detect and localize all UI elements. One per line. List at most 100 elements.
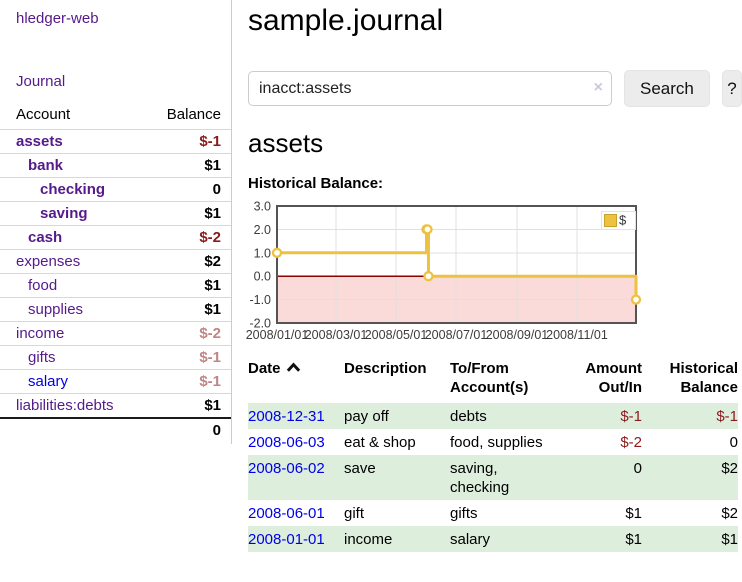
account-link-saving[interactable]: saving	[40, 205, 88, 222]
date-header-label: Date	[248, 360, 281, 377]
column-header-date[interactable]: Date	[248, 357, 344, 403]
transaction-accounts: debts	[450, 408, 487, 425]
transaction-balance: $2	[721, 460, 738, 477]
transaction-accounts: food, supplies	[450, 434, 543, 451]
svg-text:-2.0: -2.0	[249, 317, 271, 331]
account-row: checking 0	[0, 177, 231, 202]
column-header-balance: Historical Balance	[669, 360, 738, 396]
transaction-description: eat & shop	[344, 434, 416, 451]
account-balance: $1	[147, 297, 231, 322]
account-row: supplies $1	[0, 297, 231, 322]
account-row: assets $-1	[0, 129, 231, 154]
chart-data-point	[422, 224, 433, 235]
main-content: sample.journal × Search ? assets Histori…	[246, 0, 742, 552]
transaction-amount: $1	[625, 505, 642, 522]
transaction-description: income	[344, 531, 393, 548]
transaction-accounts: saving, checking	[450, 460, 510, 496]
sort-ascending-icon	[286, 362, 300, 372]
svg-text:2008/03/01: 2008/03/01	[305, 328, 368, 342]
account-column-header: Account	[16, 106, 71, 123]
account-link-salary[interactable]: salary	[28, 373, 69, 390]
transaction-description: pay off	[344, 408, 389, 425]
svg-text:2008/05/01: 2008/05/01	[365, 328, 428, 342]
svg-text:3.0: 3.0	[254, 200, 271, 214]
account-row: liabilities:debts $1	[0, 393, 231, 418]
transaction-date-link[interactable]: 2008-06-02	[248, 460, 325, 477]
search-input-wrap: ×	[248, 71, 612, 106]
transaction-row: 2008-01-01 income salary $1 $1	[248, 526, 738, 552]
transaction-accounts: salary	[450, 531, 491, 548]
transaction-row: 2008-06-01 gift gifts $1 $2	[248, 500, 738, 526]
transaction-date-link[interactable]: 2008-01-01	[248, 531, 325, 548]
account-link-checking[interactable]: checking	[40, 181, 106, 198]
account-row: cash $-2	[0, 225, 231, 250]
register-header-row: Date Description To/From Account(s) Amou…	[248, 357, 738, 403]
register-table: Date Description To/From Account(s) Amou…	[248, 357, 738, 552]
transaction-date-link[interactable]: 2008-06-01	[248, 505, 325, 522]
account-link-gifts[interactable]: gifts	[28, 349, 56, 366]
column-header-amount: Amount Out/In	[585, 360, 642, 396]
account-link-assets[interactable]: assets	[16, 133, 63, 150]
help-button[interactable]: ?	[721, 70, 742, 107]
account-balance: $-1	[147, 345, 231, 370]
chart-title: Historical Balance:	[248, 175, 384, 192]
account-link-income[interactable]: income	[16, 325, 65, 342]
transaction-balance: $1	[721, 531, 738, 548]
svg-text:2008/11/01: 2008/11/01	[546, 328, 608, 342]
column-header-description: Description	[344, 360, 427, 377]
svg-text:-1.0: -1.0	[249, 293, 271, 307]
accounts-total-row: 0	[0, 417, 231, 442]
transaction-description: gift	[344, 505, 365, 522]
transaction-date-link[interactable]: 2008-12-31	[248, 408, 325, 425]
account-balance: $1	[147, 201, 231, 226]
svg-text:1.0: 1.0	[254, 246, 271, 260]
transaction-row: 2008-06-03 eat & shop food, supplies $-2 0	[248, 429, 738, 455]
chart-data-point	[423, 271, 434, 282]
app-title-link[interactable]: hledger-web	[16, 10, 99, 27]
column-header-accounts: To/From Account(s)	[450, 360, 529, 396]
account-balance: $-2	[147, 225, 231, 250]
accounts-total-balance: 0	[147, 417, 231, 442]
account-link-expenses[interactable]: expenses	[16, 253, 81, 270]
account-balance: $2	[147, 249, 231, 274]
svg-text:0.0: 0.0	[254, 270, 271, 284]
transaction-amount: $1	[625, 531, 642, 548]
search-form: × Search ?	[248, 70, 742, 107]
transaction-date-link[interactable]: 2008-06-03	[248, 434, 325, 451]
search-input[interactable]	[248, 71, 612, 106]
chart-legend: $	[601, 211, 636, 230]
sidebar-item-journal[interactable]: Journal	[16, 73, 66, 90]
account-row: salary $-1	[0, 369, 231, 394]
chart-data-point	[630, 294, 642, 305]
balance-column-header: Balance	[166, 106, 221, 123]
account-link-supplies[interactable]: supplies	[28, 301, 84, 318]
account-link-liabilities-debts[interactable]: liabilities:debts	[16, 397, 114, 414]
account-balance: $-1	[147, 129, 231, 154]
account-row: income $-2	[0, 321, 231, 346]
account-link-bank[interactable]: bank	[28, 157, 64, 174]
transaction-balance: 0	[729, 434, 738, 451]
account-balance: $-2	[147, 321, 231, 346]
transaction-row: 2008-06-02 save saving, checking 0 $2	[248, 455, 738, 500]
svg-text:2008/09/01: 2008/09/01	[486, 328, 549, 342]
svg-text:2008/01/01: 2008/01/01	[246, 328, 309, 342]
accounts-header-row: Account Balance	[0, 102, 231, 130]
account-row: food $1	[0, 273, 231, 298]
account-link-cash[interactable]: cash	[28, 229, 63, 246]
account-row: gifts $-1	[0, 345, 231, 370]
svg-text:2.0: 2.0	[254, 223, 271, 237]
search-button[interactable]: Search	[624, 70, 710, 107]
clear-search-icon[interactable]: ×	[593, 79, 603, 96]
account-balance: $1	[147, 153, 231, 178]
historical-balance-chart: $3.0 2.0 1.0 0.0 -1.0 -2.02008/01/012008/03/0…	[246, 200, 642, 342]
transaction-row: 2008-12-31 pay off debts $-1 $-1	[248, 403, 738, 429]
transaction-amount: $-1	[620, 408, 642, 425]
transaction-description: save	[344, 460, 376, 477]
chart-border	[276, 205, 637, 324]
account-balance: 0	[147, 177, 231, 202]
svg-text:2008/07/01: 2008/07/01	[425, 328, 488, 342]
accounts-table: Account Balance assets $-1 bank $1 checking 0…	[0, 102, 231, 442]
account-row: saving $1	[0, 201, 231, 226]
account-row: expenses $2	[0, 249, 231, 274]
account-link-food[interactable]: food	[28, 277, 58, 294]
